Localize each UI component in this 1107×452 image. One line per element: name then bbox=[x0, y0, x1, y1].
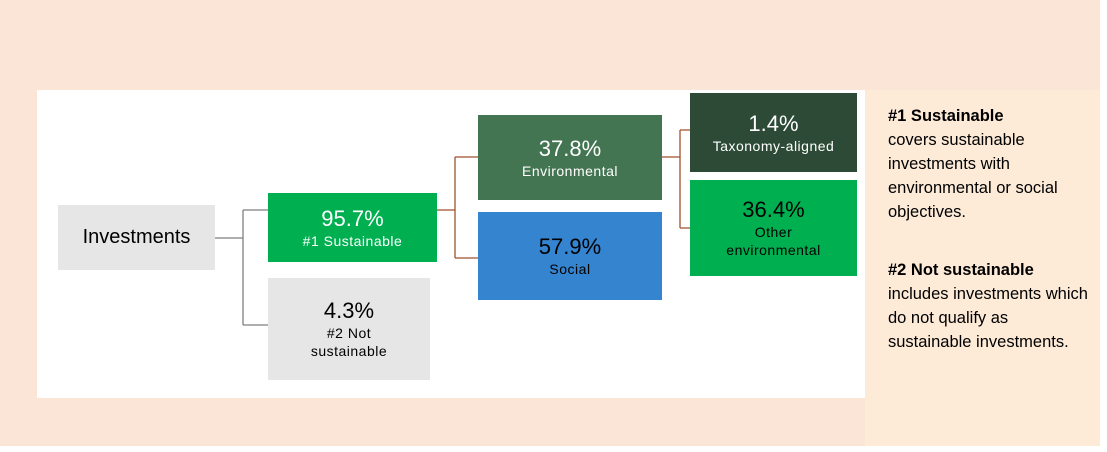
node-value: 57.9% bbox=[538, 234, 602, 259]
legend-text: covers sustainable investments with envi… bbox=[888, 131, 1058, 221]
legend-term: #2 Not sustainable bbox=[888, 261, 1034, 279]
node-label: #2 Not sustainable bbox=[310, 325, 388, 359]
node-box: Investments bbox=[58, 205, 215, 270]
legend-entry: #1 Sustainable covers sustainable invest… bbox=[888, 104, 1088, 224]
node-value: 1.4% bbox=[748, 110, 799, 136]
node-label: Investments bbox=[82, 226, 191, 248]
connector bbox=[437, 156, 478, 259]
legend-entry: #2 Not sustainable includes investments … bbox=[888, 258, 1088, 354]
legend-panel bbox=[865, 90, 1100, 446]
node-box: 57.9% Social bbox=[478, 212, 662, 300]
node-value: 95.7% bbox=[321, 205, 384, 231]
node-value: 4.3% bbox=[323, 298, 375, 323]
node-label: Environmental bbox=[522, 162, 618, 179]
node-label: Other environmental bbox=[726, 224, 821, 258]
node-box: 36.4% Other environmental bbox=[690, 180, 857, 276]
node-label: Taxonomy-aligned bbox=[712, 137, 835, 154]
node-box: 37.8% Environmental bbox=[478, 115, 662, 200]
node-label: #1 Sustainable bbox=[302, 232, 403, 249]
node-value: 37.8% bbox=[538, 135, 602, 161]
node-box: 95.7% #1 Sustainable bbox=[268, 193, 437, 262]
node-box: 4.3% #2 Not sustainable bbox=[268, 278, 430, 380]
node-label: Social bbox=[549, 261, 591, 277]
connector bbox=[215, 209, 268, 326]
node-value: 36.4% bbox=[742, 197, 805, 222]
connector bbox=[662, 129, 690, 229]
legend-text: includes investments which do not qualif… bbox=[888, 285, 1088, 351]
node-box: 1.4% Taxonomy-aligned bbox=[690, 93, 857, 172]
legend-term: #1 Sustainable bbox=[888, 107, 1004, 125]
